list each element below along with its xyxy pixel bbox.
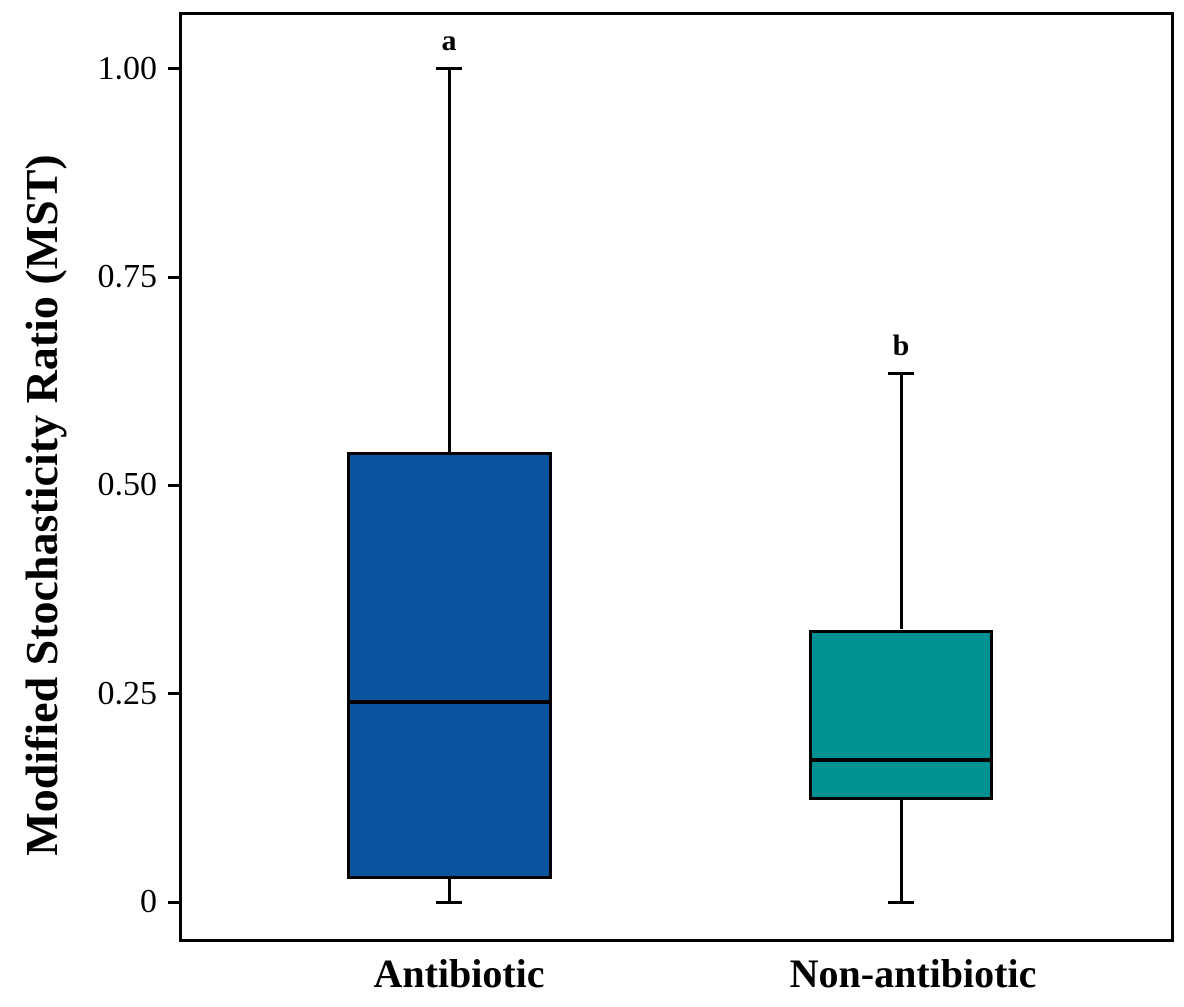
y-axis-tick-label: 0.50: [97, 466, 158, 504]
lower-whisker: [447, 878, 451, 902]
plot-panel: [179, 12, 1174, 942]
y-axis-tick-label: 0.25: [97, 674, 158, 712]
upper-whisker-cap: [888, 372, 914, 376]
y-axis-tick-label: 0: [140, 883, 157, 920]
x-category-label-non-antibiotic: Non-antibiotic: [789, 951, 1037, 996]
y-axis-tick: [168, 275, 179, 279]
y-axis-tick-label: 0.75: [97, 258, 158, 295]
median-line: [809, 758, 993, 763]
lower-whisker-cap: [888, 900, 914, 904]
y-axis-tick-label: 1.00: [97, 49, 158, 87]
median-line: [346, 700, 552, 704]
y-axis-title: Modified Stochasticity Ratio (MST): [16, 154, 67, 856]
iqr-box: [809, 629, 993, 800]
lower-whisker-cap: [436, 900, 462, 904]
y-axis-tick: [168, 67, 179, 71]
y-axis-tick: [168, 692, 179, 696]
iqr-box: [346, 452, 552, 879]
upper-whisker: [899, 373, 903, 630]
significance-letter: a: [441, 23, 457, 57]
lower-whisker: [899, 799, 903, 902]
y-axis-tick: [168, 483, 179, 487]
x-category-label-antibiotic: Antibiotic: [373, 951, 545, 996]
significance-letter: b: [892, 328, 910, 362]
upper-whisker: [447, 68, 451, 452]
upper-whisker-cap: [436, 67, 462, 71]
y-axis-tick: [168, 900, 179, 904]
